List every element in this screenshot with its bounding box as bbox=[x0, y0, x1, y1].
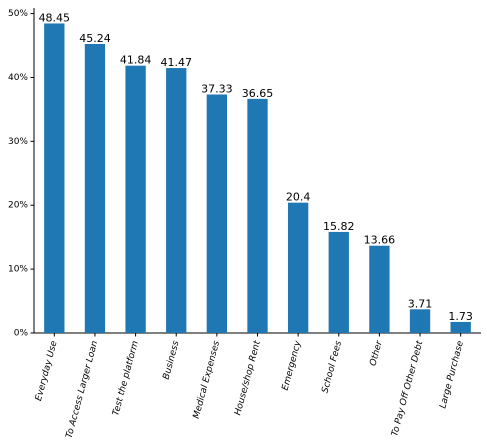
y-tick-label: 10% bbox=[8, 265, 28, 275]
value-label: 15.82 bbox=[323, 220, 355, 233]
bar bbox=[206, 94, 228, 333]
value-label: 20.4 bbox=[286, 191, 311, 204]
y-tick-label: 50% bbox=[8, 9, 28, 19]
value-label: 37.33 bbox=[201, 83, 233, 96]
bar bbox=[44, 23, 65, 334]
bar bbox=[450, 321, 471, 333]
value-label: 1.73 bbox=[448, 310, 473, 323]
bar bbox=[328, 231, 349, 333]
y-tick-label: 40% bbox=[8, 73, 28, 83]
value-label: 48.45 bbox=[39, 11, 71, 24]
y-tick-label: 20% bbox=[8, 201, 28, 211]
y-tick-label: 30% bbox=[8, 137, 28, 147]
x-tick-label: Medical Expenses bbox=[192, 340, 223, 420]
x-tick-label: House/shop Rent bbox=[233, 339, 263, 416]
x-tick-label: Business bbox=[162, 340, 182, 381]
value-label: 41.47 bbox=[160, 56, 192, 69]
bar bbox=[166, 68, 187, 333]
value-label: 45.24 bbox=[79, 32, 111, 45]
bar bbox=[247, 98, 268, 334]
bar bbox=[409, 309, 431, 333]
x-tick-label: To Pay Off Other Debt bbox=[390, 339, 425, 437]
x-tick-label: Large Purchase bbox=[438, 339, 466, 409]
bar bbox=[287, 202, 309, 333]
bar bbox=[369, 245, 390, 333]
x-tick-label: Other bbox=[368, 339, 385, 368]
x-tick-label: To Access Larger Loan bbox=[65, 340, 101, 440]
bar bbox=[125, 65, 146, 334]
value-label: 36.65 bbox=[242, 87, 274, 100]
value-label: 3.71 bbox=[408, 297, 433, 310]
x-tick-label: School Fees bbox=[321, 340, 345, 395]
bar bbox=[84, 43, 106, 333]
value-label: 13.66 bbox=[364, 234, 396, 247]
x-tick-label: Test the platform bbox=[111, 340, 141, 417]
x-tick-label: Emergency bbox=[281, 339, 304, 391]
value-label: 41.84 bbox=[120, 54, 152, 67]
y-tick-label: 0% bbox=[14, 329, 29, 339]
x-tick-label: Everyday Use bbox=[34, 339, 60, 402]
